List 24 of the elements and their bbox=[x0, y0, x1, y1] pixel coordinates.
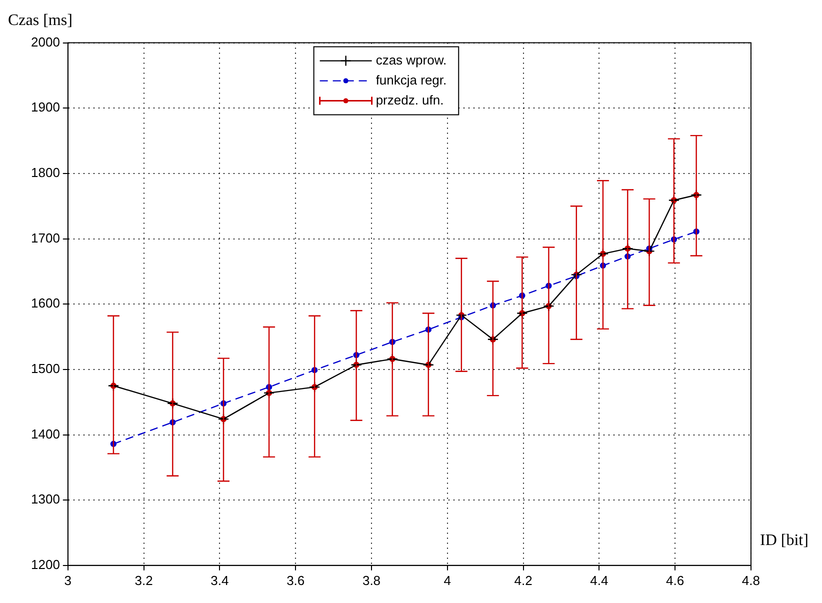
x-axis-title: ID [bit] bbox=[760, 532, 808, 550]
x-tick-label: 4 bbox=[444, 572, 452, 588]
x-tick-label: 3.6 bbox=[286, 572, 305, 588]
y-tick-label: 1700 bbox=[31, 230, 60, 246]
x-tick-label: 4.2 bbox=[514, 572, 532, 588]
y-tick-label: 1300 bbox=[31, 492, 60, 507]
x-tick-label: 4.4 bbox=[590, 572, 608, 588]
x-tick-label: 4.6 bbox=[666, 572, 684, 588]
legend-label: funkcja regr. bbox=[376, 72, 447, 88]
x-tick-label: 4.8 bbox=[742, 572, 760, 588]
x-tick-label: 3 bbox=[64, 572, 72, 588]
legend-label: przedz. ufn. bbox=[376, 92, 444, 108]
y-tick-label: 1200 bbox=[31, 556, 60, 572]
y-axis-title: Czas [ms] bbox=[8, 12, 72, 30]
y-tick-label: 1800 bbox=[31, 165, 60, 180]
y-tick-label: 2000 bbox=[31, 34, 60, 50]
x-tick-label: 3.8 bbox=[362, 572, 381, 588]
y-tick-label: 1900 bbox=[31, 100, 60, 115]
y-tick-label: 1500 bbox=[31, 361, 60, 376]
x-tick-label: 3.2 bbox=[134, 572, 153, 588]
x-tick-label: 3.4 bbox=[210, 572, 229, 588]
y-tick-label: 1600 bbox=[31, 296, 60, 311]
y-tick-label: 1400 bbox=[31, 426, 60, 442]
legend-label: czas wprow. bbox=[376, 52, 447, 68]
